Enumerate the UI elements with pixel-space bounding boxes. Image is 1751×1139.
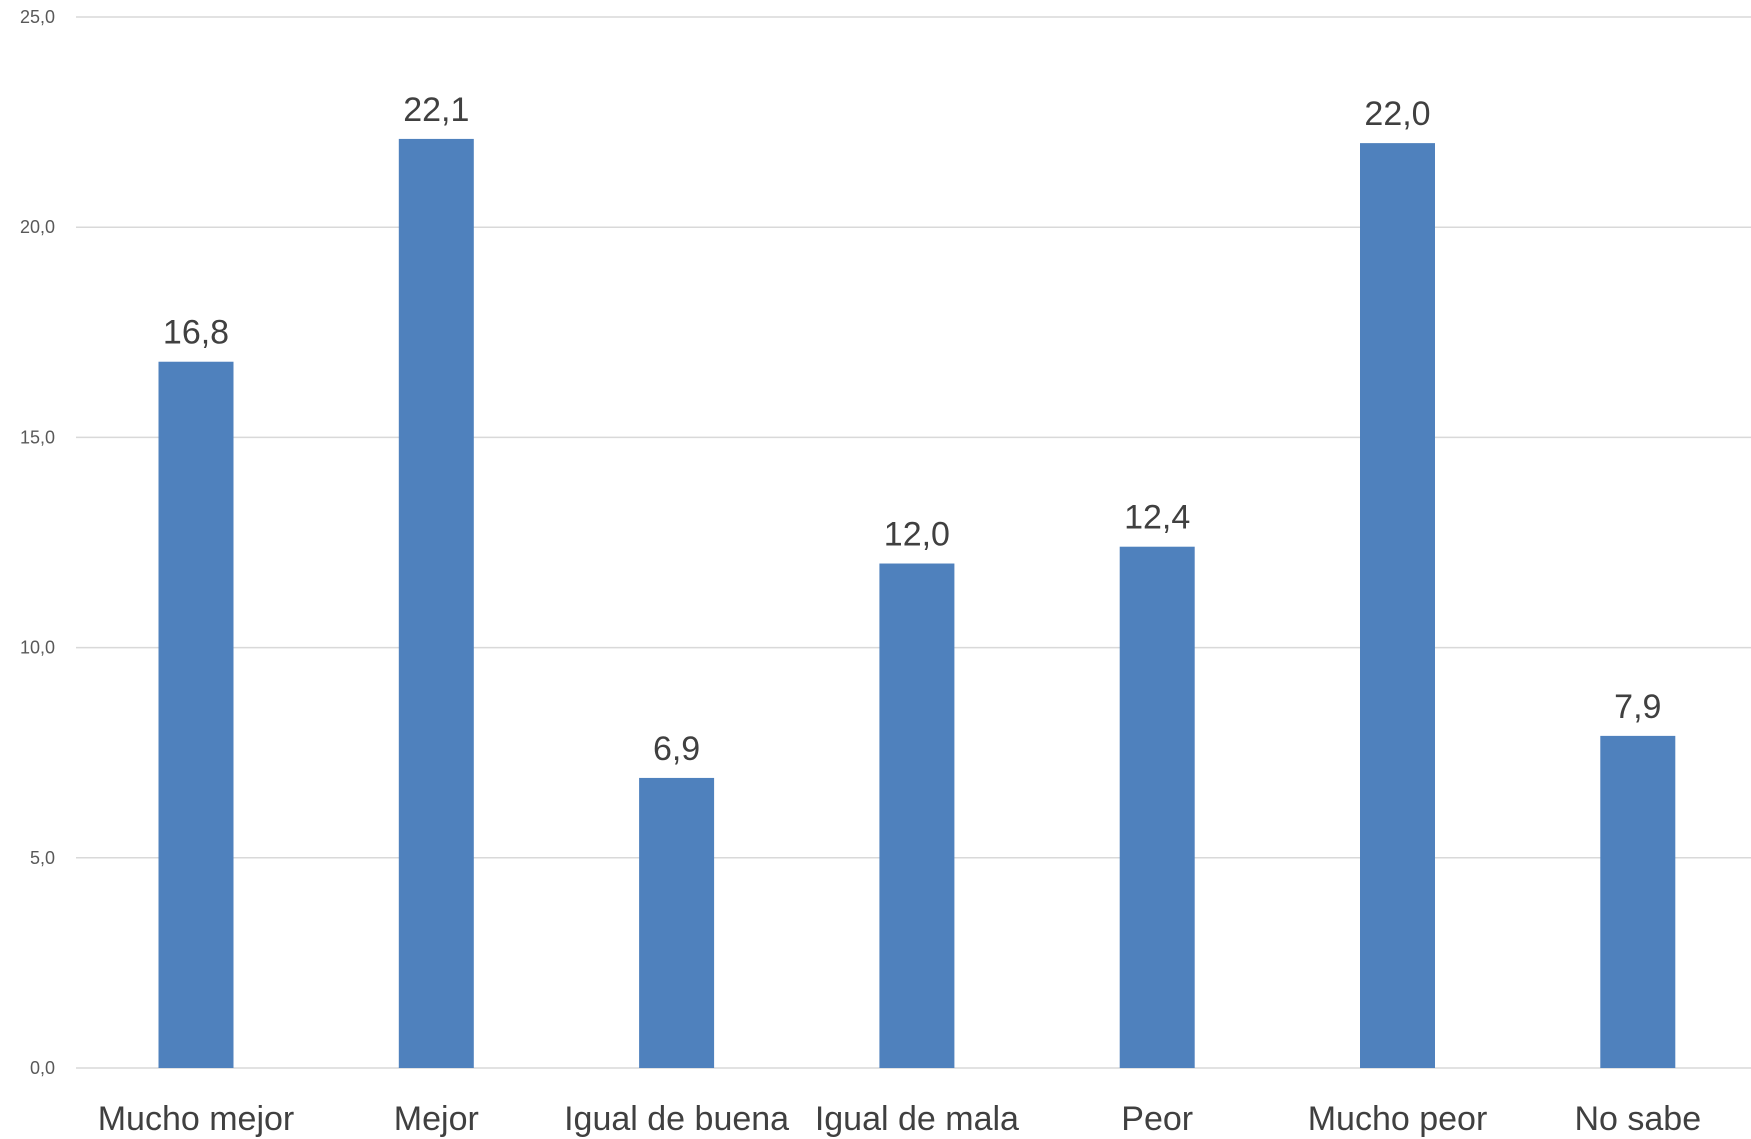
y-axis-ticks: 0,0 5,0 10,0 15,0 20,0 25,0	[20, 7, 55, 1078]
x-tick-label: Mucho mejor	[98, 1100, 295, 1138]
y-tick-label: 25,0	[20, 7, 55, 27]
bar	[1360, 143, 1435, 1068]
x-tick-label: Mucho peor	[1308, 1100, 1488, 1138]
bar	[639, 777, 715, 1068]
y-tick-label: 5,0	[30, 848, 55, 868]
data-label: 7,9	[1614, 688, 1661, 726]
bar	[1600, 735, 1676, 1068]
x-tick-label: No sabe	[1574, 1100, 1701, 1138]
y-tick-label: 15,0	[20, 427, 55, 447]
x-tick-label: Igual de mala	[815, 1100, 1019, 1138]
bars	[158, 138, 1676, 1068]
data-label: 6,9	[653, 730, 700, 768]
x-tick-label: Mejor	[394, 1100, 479, 1138]
data-labels: 16,8 22,1 6,9 12,0 12,4 22,0 7,9	[163, 91, 1662, 768]
data-label: 22,1	[403, 91, 469, 129]
y-tick-label: 20,0	[20, 217, 55, 237]
y-tick-label: 0,0	[30, 1058, 55, 1078]
data-label: 22,0	[1364, 95, 1430, 133]
x-tick-label: Igual de buena	[564, 1100, 789, 1138]
bar	[398, 138, 474, 1068]
bar	[158, 361, 234, 1068]
x-tick-label: Peor	[1121, 1100, 1193, 1138]
y-tick-label: 10,0	[20, 638, 55, 658]
bar	[1119, 546, 1195, 1068]
data-label: 16,8	[163, 314, 229, 352]
data-label: 12,0	[884, 516, 950, 554]
bar	[879, 563, 955, 1068]
x-axis-ticks: Mucho mejor Mejor Igual de buena Igual de m…	[98, 1100, 1701, 1138]
data-label: 12,4	[1124, 499, 1190, 537]
